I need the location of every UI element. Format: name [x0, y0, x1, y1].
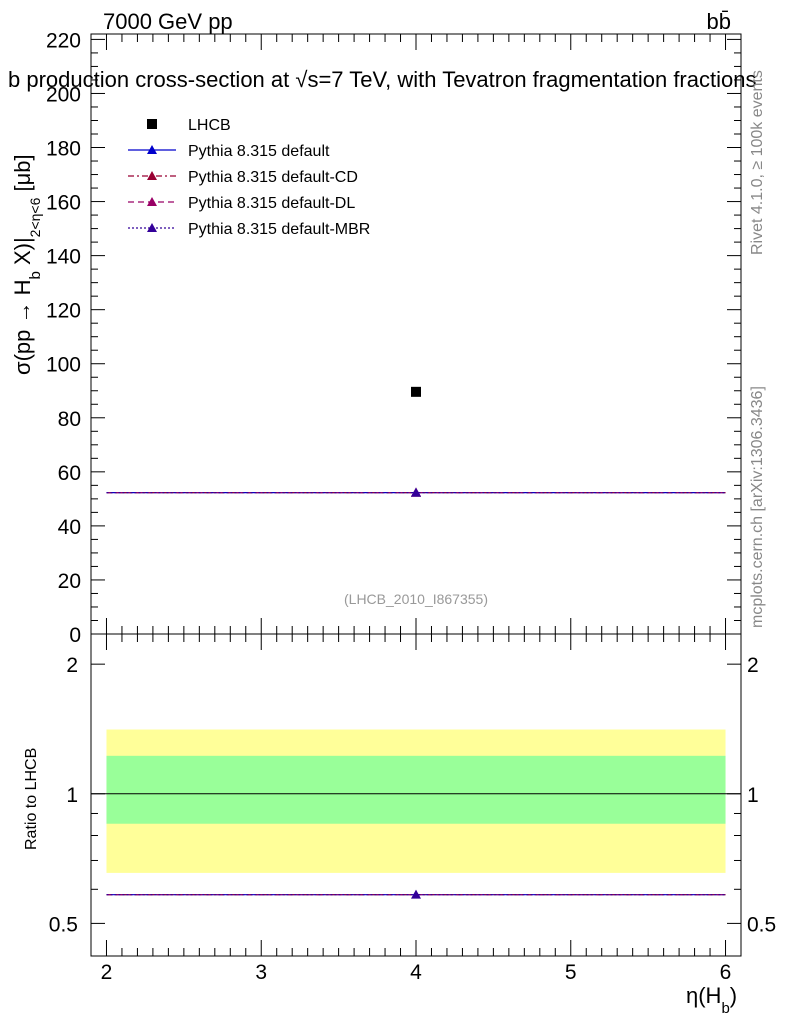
legend-label: Pythia 8.315 default-MBR — [188, 221, 370, 238]
main-y-tick-label: 180 — [46, 138, 81, 161]
legend-marker — [147, 145, 157, 154]
ratio-frame — [90, 633, 742, 957]
side-label-rivet: Rivet 4.1.0, ≥ 100k events — [749, 70, 766, 255]
main-y-tick-label: 60 — [58, 462, 81, 485]
main-y-tick-label: 160 — [46, 192, 81, 215]
main-panel: 0 20 40 60 80 100 120 140 160 180 200 220 (LHCB_201… — [10, 29, 742, 647]
main-y-tick-label: 220 — [46, 29, 81, 52]
main-y-tick-label: 140 — [46, 246, 81, 269]
legend-label: LHCB — [188, 117, 231, 134]
legend-label: Pythia 8.315 default-DL — [188, 195, 355, 212]
x-tick-label: 5 — [565, 961, 577, 984]
x-tick-label: 2 — [101, 961, 113, 984]
main-y-tick-label: 80 — [58, 408, 81, 431]
chart-title: b production cross-section at √s=7 TeV, … — [8, 67, 756, 92]
ratio-y-tick-label-right: 0.5 — [747, 913, 776, 936]
energy-label: 7000 GeV pp — [103, 9, 233, 34]
process-label: bb̄ — [707, 9, 731, 34]
main-y-axis-label: σ(pp → Hb X)|2<η<6 [μb] — [10, 154, 44, 375]
legend-marker — [147, 171, 157, 180]
main-axis-ticks — [91, 34, 741, 635]
legend-label: Pythia 8.315 default — [188, 143, 330, 160]
svg-text:σ(pp → Hb X)|2<η<6 [μb]: σ(pp → Hb X)|2<η<6 [μb] — [10, 154, 44, 375]
legend-label: Pythia 8.315 default-CD — [188, 169, 358, 186]
x-tick-label: 4 — [410, 961, 422, 984]
main-y-tick-label: 20 — [58, 570, 81, 593]
ratio-y-tick-label-right: 1 — [747, 784, 759, 807]
svg-text:η(Hb): η(Hb) — [686, 983, 737, 1017]
main-y-tick-label: 100 — [46, 354, 81, 377]
analysis-id-label: (LHCB_2010_I867355) — [344, 591, 488, 607]
legend-marker-lhcb — [147, 119, 157, 129]
ratio-uncertainty-bands — [91, 729, 741, 873]
main-y-tick-label: 40 — [58, 516, 81, 539]
x-tick-label: 6 — [720, 961, 732, 984]
main-y-tick-label: 120 — [46, 300, 81, 323]
ratio-tick-labels: 0.5 0.5 1 1 2 2 2 3 4 5 6 — [49, 654, 776, 984]
ratio-axis-ticks — [91, 634, 741, 956]
main-data-marks — [106, 386, 726, 497]
lhcb-data-point — [411, 386, 421, 397]
x-axis-label: η(Hb) — [686, 983, 737, 1017]
mc-series-marker — [411, 487, 421, 497]
ratio-y-tick-label-right: 2 — [747, 654, 759, 677]
main-y-tick-label: 200 — [46, 83, 81, 106]
legend-marker — [147, 197, 157, 206]
ratio-y-tick-label: 0.5 — [49, 913, 78, 936]
legend: LHCB Pythia 8.315 default Pythia 8.315 def… — [128, 117, 370, 238]
ratio-y-tick-label: 2 — [66, 654, 78, 677]
ratio-data-marks — [106, 889, 726, 899]
ratio-y-tick-label: 1 — [66, 784, 78, 807]
ratio-panel: 0.5 0.5 1 1 2 2 2 3 4 5 6 Ratio to LHCB η(Hb) — [23, 633, 776, 1017]
main-y-tick-label: 0 — [69, 624, 81, 647]
x-tick-label: 3 — [255, 961, 267, 984]
ratio-y-axis-label: Ratio to LHCB — [23, 748, 40, 850]
main-tick-labels: 0 20 40 60 80 100 120 140 160 180 200 220 — [46, 29, 81, 647]
side-label-mcplots: mcplots.cern.ch [arXiv:1306.3436] — [749, 386, 766, 628]
ratio-inner-band — [106, 755, 726, 824]
ratio-series-marker — [411, 889, 421, 899]
legend-marker — [147, 223, 157, 232]
